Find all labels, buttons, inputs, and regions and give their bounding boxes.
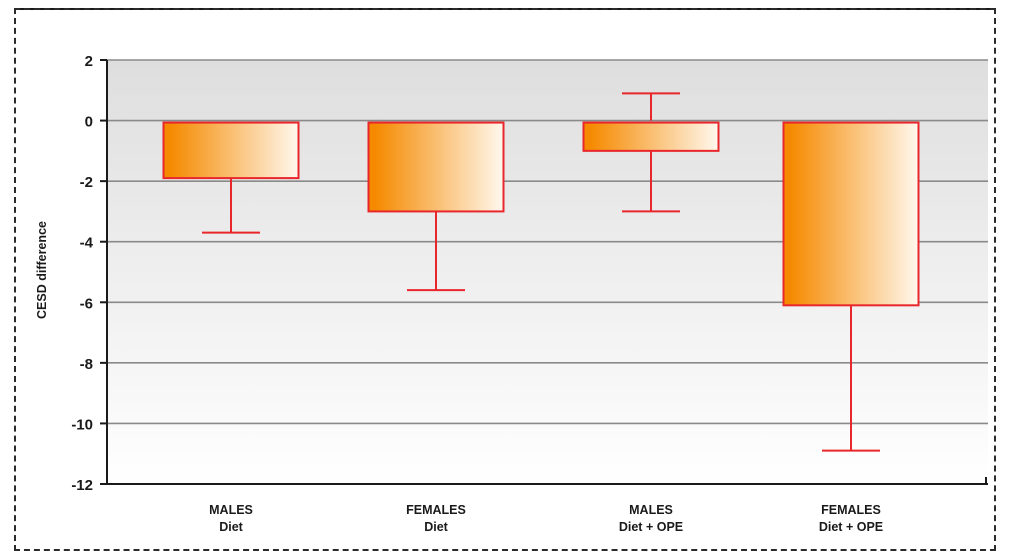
category-label-line2: Diet — [219, 520, 243, 534]
x-axis-category-labels: MALES Diet FEMALES Diet MALES Diet + OPE FEMAL… — [209, 503, 883, 534]
y-axis-title: CESD difference — [35, 221, 49, 319]
category-label-line1: FEMALES — [821, 503, 881, 517]
error-bars — [202, 92, 880, 452]
category-label-line2: Diet + OPE — [819, 520, 883, 534]
bar — [782, 121, 920, 307]
y-tick-label: -4 — [80, 235, 94, 252]
y-tick-label: 2 — [85, 53, 93, 70]
y-tick-label: -8 — [80, 356, 93, 373]
y-tick-label: -12 — [71, 477, 93, 494]
y-axis-tick-labels: 2 0 -2 -4 -6 -8 -10 -12 — [71, 53, 93, 494]
bar — [582, 121, 720, 152]
chart-frame — [14, 8, 996, 551]
y-tick-label: -6 — [80, 295, 93, 312]
category-label-line2: Diet — [424, 520, 448, 534]
category-label-line1: FEMALES — [406, 503, 466, 517]
bars — [162, 121, 920, 307]
y-tick-label: -2 — [80, 174, 93, 191]
bar — [162, 121, 300, 180]
category-label-line1: MALES — [209, 503, 253, 517]
axes — [100, 59, 988, 485]
y-tick-label: -10 — [71, 416, 93, 433]
y-tick-label: 0 — [85, 114, 93, 131]
category-label-line2: Diet + OPE — [619, 520, 683, 534]
bar — [367, 121, 505, 213]
category-label-line1: MALES — [629, 503, 673, 517]
